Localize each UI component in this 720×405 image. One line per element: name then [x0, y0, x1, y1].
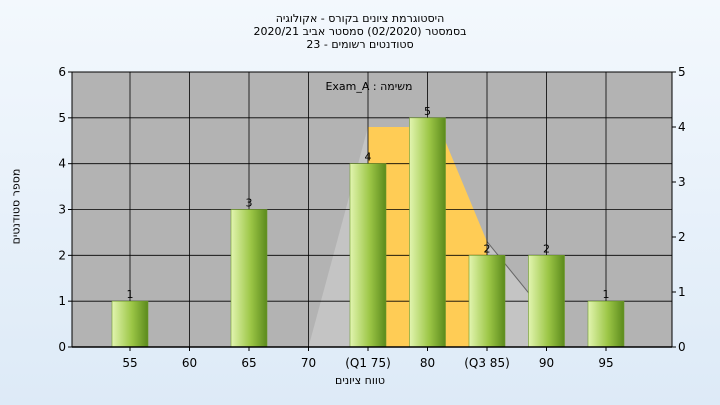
bar — [587, 300, 625, 348]
bar — [230, 209, 268, 348]
chart-title: היסטוגרמת ציונים בקורס - אקולוגיה — [275, 12, 445, 25]
data-label: 4 — [365, 151, 372, 164]
x-axis-label: טווח ציונים — [335, 374, 385, 387]
data-label: 2 — [543, 242, 550, 255]
y-axis-label: מספר סטודנטים — [9, 168, 23, 245]
chart-subtitle-semester: בסמסטר (02/2020) סמסטר אביב 2020/21 — [253, 25, 467, 38]
y-tick-label: 5 — [58, 111, 66, 125]
data-label: 2 — [484, 242, 491, 255]
data-label: 1 — [603, 288, 610, 301]
y-tick-label: 2 — [58, 248, 66, 262]
chart-subtitle-students: סטודנטים רשומים - 23 — [306, 38, 414, 51]
bar — [528, 255, 565, 348]
y-tick-label: 1 — [58, 294, 66, 308]
x-tick-label: 60 — [182, 356, 197, 370]
data-label: 3 — [246, 197, 253, 210]
x-tick-label: (Q3 85) — [464, 356, 510, 370]
y2-tick-label: 0 — [678, 340, 686, 354]
bar — [409, 117, 446, 348]
x-tick-label: 90 — [539, 356, 554, 370]
data-label: 5 — [424, 105, 431, 118]
x-tick-label: (Q1 75) — [345, 356, 391, 370]
task-annotation: משימה : Exam_A — [325, 80, 412, 93]
y-tick-label: 0 — [58, 340, 66, 354]
bar — [111, 300, 149, 348]
bar — [468, 255, 506, 348]
bar — [349, 163, 387, 348]
y2-tick-label: 4 — [678, 120, 686, 134]
x-tick-label: 55 — [122, 356, 137, 370]
x-tick-label: 70 — [301, 356, 316, 370]
x-tick-label: 95 — [598, 356, 613, 370]
data-label: 1 — [127, 288, 134, 301]
y2-tick-label: 1 — [678, 285, 686, 299]
x-tick-label: 65 — [241, 356, 256, 370]
x-tick-label: 80 — [420, 356, 435, 370]
y2-tick-label: 5 — [678, 65, 686, 79]
y2-tick-label: 3 — [678, 175, 686, 189]
y-tick-label: 6 — [58, 65, 66, 79]
bars: 1 3 4 5 2 2 1 — [111, 105, 625, 348]
y-tick-label: 3 — [58, 203, 66, 217]
y2-tick-label: 2 — [678, 230, 686, 244]
y-tick-label: 4 — [58, 157, 66, 171]
